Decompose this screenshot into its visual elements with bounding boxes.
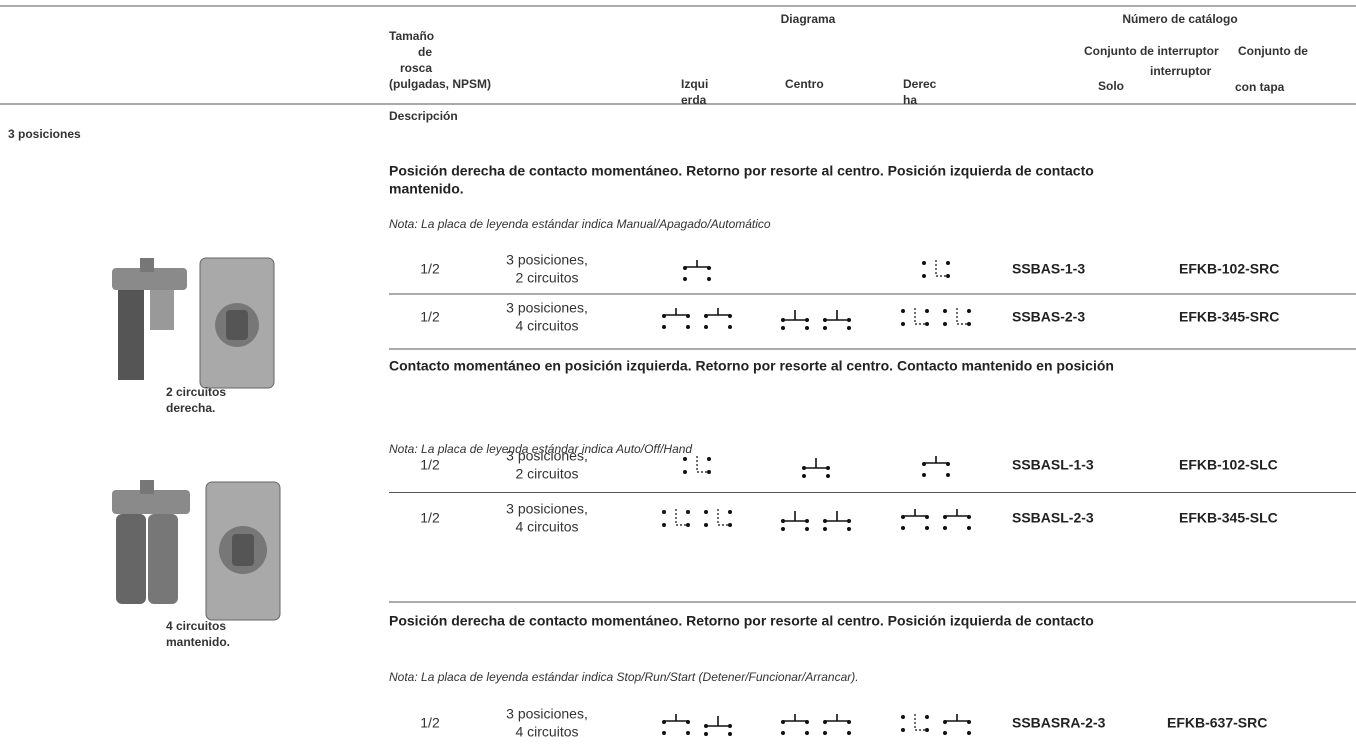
description: 2 circuitos [515,270,578,286]
image-caption: mantenido. [166,635,230,649]
catalog-solo: SSBASL-1-3 [1012,457,1094,473]
switch-diagram [661,508,691,528]
catalog-covered: EFKB-345-SRC [1179,309,1279,325]
header-text: Conjunto de interruptor [1084,44,1219,58]
header-text: Descripción [389,109,458,123]
switch-diagram [682,259,712,282]
catalog-covered: EFKB-637-SRC [1167,715,1267,731]
catalog-covered: EFKB-102-SRC [1179,261,1279,277]
sections: Posición derecha de contacto momentáneo.… [389,163,1356,740]
description: 3 posiciones, [506,706,588,722]
switch-diagram [703,715,733,737]
switch-diagram [780,309,810,331]
switch-diagram [921,259,951,279]
description: 3 posiciones, [506,252,588,268]
switch-diagram [801,457,831,479]
size: 1/2 [420,715,440,731]
size: 1/2 [420,261,440,277]
note: Nota: La placa de leyenda estándar indic… [389,217,771,231]
switch-diagram [780,713,810,736]
catalog-covered: EFKB-345-SLC [1179,510,1278,526]
size: 1/2 [420,457,440,473]
switch-diagram [703,508,733,528]
image-caption: derecha. [166,401,215,415]
switch-diagram [780,510,810,532]
description: 3 posiciones, [506,300,588,316]
section-heading: Posición derecha de contacto momentáneo.… [389,613,1094,629]
switch-diagram [900,307,930,327]
catalog-solo: SSBASL-2-3 [1012,510,1094,526]
switch-diagram [942,713,972,736]
product-image [112,257,275,389]
description: 3 posiciones, [506,448,588,464]
header-text: Tamaño [389,29,434,43]
section-heading: Posición derecha de contacto momentáneo.… [389,163,1094,179]
image-caption: 2 circuitos [166,385,226,399]
switch-diagram [942,307,972,327]
header-text: ha [903,93,917,107]
switch-diagram [942,508,972,531]
switch-diagram [703,307,733,330]
catalog-solo: SSBAS-2-3 [1012,309,1085,325]
note: Nota: La placa de leyenda estándar indic… [389,670,859,684]
header-text: de [418,45,432,59]
header-text: (pulgadas, NPSM) [389,77,491,91]
section-heading: Contacto momentáneo en posición izquierd… [389,358,1114,374]
size: 1/2 [420,510,440,526]
header-text: Derec [903,77,937,91]
switch-diagram [661,713,691,736]
image-caption: 4 circuitos [166,619,226,633]
switch-diagram [822,510,852,532]
note: Nota: La placa de leyenda estándar indic… [389,442,692,456]
header-text: Solo [1098,79,1124,93]
section-heading: mantenido. [389,181,464,197]
catalog-covered: EFKB-102-SLC [1179,457,1278,473]
size: 1/2 [420,309,440,325]
header-text: con tapa [1235,80,1285,94]
header-text: rosca [400,61,432,75]
group-title: 3 posiciones [8,127,81,141]
header-text: Número de catálogo [1122,12,1237,26]
catalog-solo: SSBAS-1-3 [1012,261,1085,277]
description: 4 circuitos [515,724,578,740]
switch-diagram [822,309,852,331]
header-text: Diagrama [781,12,836,26]
switch-diagram [661,307,691,330]
switch-diagram [921,455,951,478]
description: 4 circuitos [515,318,578,334]
switch-diagram [682,455,712,475]
header-text: Izqui [681,77,708,91]
description: 3 posiciones, [506,501,588,517]
description: 2 circuitos [515,466,578,482]
header-text: erda [681,93,707,107]
switch-diagram [900,508,930,531]
header-text: Conjunto de [1238,44,1308,58]
switch-diagram [822,713,852,736]
switch-diagram [900,713,930,733]
header-text: interruptor [1150,64,1212,78]
header-text: Centro [785,77,824,91]
catalog-solo: SSBASRA-2-3 [1012,715,1106,731]
product-image [112,480,281,621]
description: 4 circuitos [515,519,578,535]
